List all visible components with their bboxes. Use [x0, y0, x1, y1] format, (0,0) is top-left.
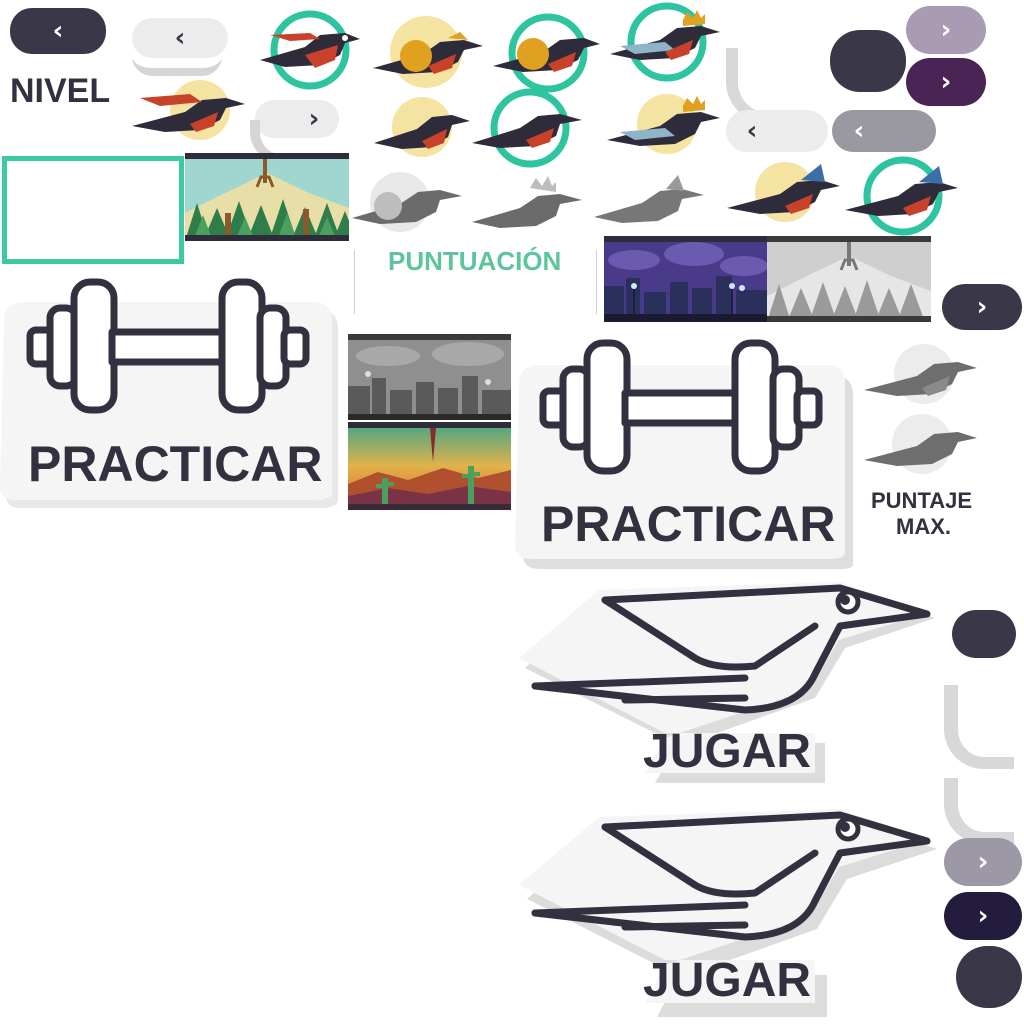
chevron-right-icon: ›: [977, 901, 989, 931]
level-thumb-city-gray[interactable]: [348, 334, 511, 420]
bird-sprite-sun-gold: [368, 10, 488, 90]
bird-sprite-crown-teal: [605, 2, 725, 82]
bird-sprite-crown-sun: [605, 92, 725, 162]
forward-button-gray[interactable]: ›: [944, 838, 1022, 886]
puntaje-label: PUNTAJE: [871, 488, 973, 513]
level-thumb-desert[interactable]: [348, 422, 511, 510]
bird-sprite-shadow-1: [862, 340, 982, 410]
chevron-left-icon: ‹: [746, 116, 758, 146]
back-button-gray[interactable]: ‹: [832, 110, 936, 152]
bird-sprite-gray-2: [470, 170, 585, 235]
bird-sprite-red-cape: [130, 78, 250, 148]
bird-sprite-plain-teal: [470, 88, 585, 168]
practicar-button-pressed[interactable]: PRACTICAR: [515, 335, 855, 570]
back-button-light-2[interactable]: ‹: [726, 110, 828, 152]
chevron-right-icon: ›: [308, 104, 320, 134]
forward-button-navy[interactable]: ›: [944, 892, 1022, 940]
bird-sprite-gray-1: [350, 170, 465, 235]
practicar-label: PRACTICAR: [541, 496, 836, 552]
chevron-right-icon: ›: [977, 847, 989, 877]
jugar-label: JUGAR: [643, 725, 812, 778]
bird-sprite-teal-ring: [250, 5, 365, 90]
chevron-right-icon: ›: [940, 15, 952, 45]
chevron-left-icon: ‹: [52, 16, 64, 46]
round-button-dark-2[interactable]: [952, 610, 1016, 658]
forward-button-lavender[interactable]: ›: [906, 6, 986, 54]
level-thumb-forest-gray[interactable]: [767, 236, 931, 322]
practicar-label: PRACTICAR: [28, 436, 323, 492]
puntaje-max-label: MAX.: [896, 514, 951, 539]
puntuacion-label: PUNTUACIÓN: [388, 246, 562, 276]
bird-sprite-plain-sun: [372, 95, 472, 160]
divider: [596, 250, 597, 314]
bird-outline-icon: [519, 809, 937, 1017]
level-thumb-forest[interactable]: [185, 153, 349, 241]
dumbbell-icon: [515, 339, 853, 569]
round-button-dark[interactable]: [830, 30, 906, 92]
practicar-button[interactable]: PRACTICAR: [0, 270, 340, 510]
forward-button-dark[interactable]: ›: [942, 284, 1022, 330]
forward-button-purple[interactable]: ›: [906, 58, 986, 106]
button-shadow: [944, 778, 1014, 844]
chevron-left-icon: ‹: [174, 23, 186, 53]
jugar-button[interactable]: JUGAR: [515, 578, 940, 788]
chevron-left-icon: ‹: [853, 116, 865, 146]
jugar-label: JUGAR: [643, 954, 812, 1007]
button-shadow: [944, 685, 1014, 769]
bird-sprite-blue-hat-teal: [843, 152, 963, 237]
bird-outline-icon: [519, 582, 935, 783]
chevron-right-icon: ›: [940, 67, 952, 97]
bird-sprite-gray-3: [592, 165, 707, 230]
dumbbell-icon: [0, 278, 338, 508]
bird-sprite-shadow-2: [862, 410, 982, 480]
selection-frame: [2, 156, 184, 264]
button-shadow: [132, 36, 222, 76]
bird-sprite-blue-hat-sun: [725, 158, 845, 228]
level-thumb-city-night[interactable]: [604, 236, 767, 322]
back-button-dark[interactable]: ‹: [10, 8, 106, 54]
bird-sprite-teal-gold: [488, 8, 603, 93]
divider: [354, 250, 355, 314]
round-button-dark-3[interactable]: [956, 946, 1022, 1008]
nivel-label: NIVEL: [10, 72, 111, 110]
jugar-button-pressed[interactable]: JUGAR: [515, 805, 940, 1020]
chevron-right-icon: ›: [976, 292, 988, 322]
